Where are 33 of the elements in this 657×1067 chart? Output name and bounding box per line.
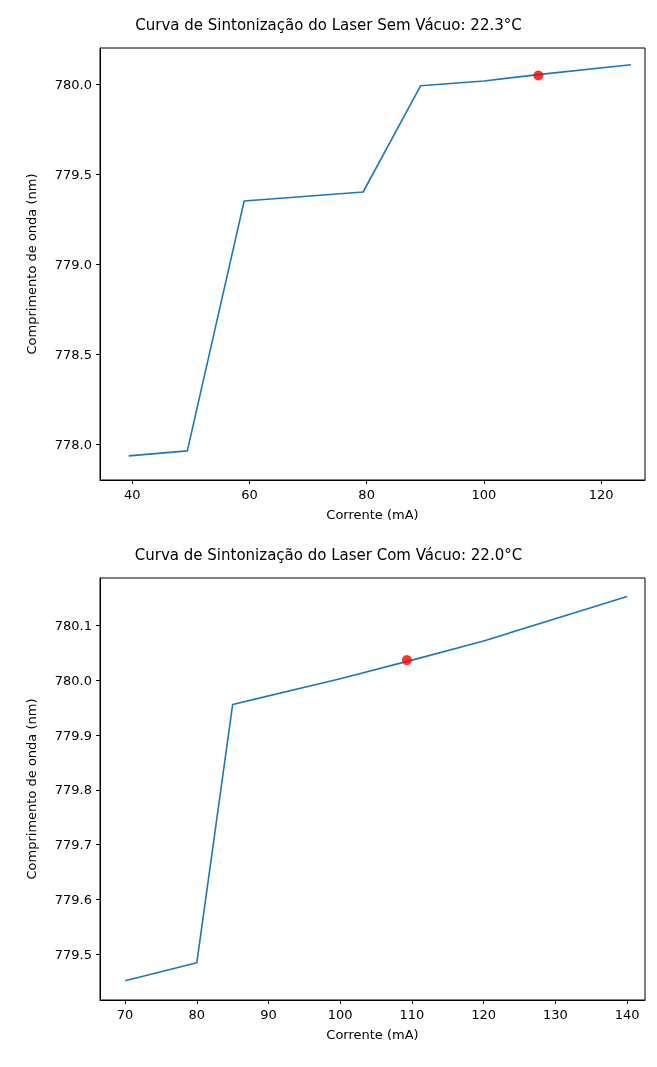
y-tick-label: 778.0: [54, 436, 92, 452]
y-tick-label: 779.8: [54, 782, 92, 798]
x-tick-label: 70: [116, 1007, 134, 1022]
y-tick-label: 779.6: [54, 891, 92, 907]
x-tick-label: 120: [588, 487, 614, 502]
y-tick-label: 779.0: [54, 256, 92, 272]
y-tick-label: 778.5: [54, 346, 92, 362]
x-tick-label: 90: [260, 1007, 277, 1022]
x-tick-label: 80: [358, 487, 375, 502]
line-series: [127, 63, 632, 457]
chart-title: Curva de Sintonização do Laser Sem Vácuo: 22.3°C: [135, 15, 522, 34]
x-tick-label: 100: [471, 487, 497, 502]
y-tick-label: 779.7: [54, 837, 92, 853]
y-tick-label: 779.5: [54, 946, 92, 962]
x-tick-label: 110: [399, 1007, 425, 1022]
x-tick-label: 60: [241, 487, 258, 502]
x-tick-label: 40: [123, 487, 141, 502]
line-series: [124, 595, 628, 982]
chart-title: Curva de Sintonização do Laser Com Vácuo: 22.0°C: [134, 545, 523, 564]
x-axis-title: Corrente (mA): [326, 1027, 419, 1042]
y-tick-label: 779.9: [54, 727, 92, 743]
x-tick-label: 120: [471, 1007, 497, 1022]
y-tick-label: 780.0: [54, 672, 92, 688]
y-tick-label: 779.5: [54, 166, 92, 182]
x-axis-title: Corrente (mA): [326, 507, 419, 522]
y-axis-title: Comprimento de onda (nm): [24, 173, 39, 355]
x-tick-label: 100: [327, 1007, 353, 1022]
x-tick-label: 130: [542, 1007, 568, 1022]
y-tick-label: 780.1: [54, 618, 92, 634]
y-tick-label: 780.0: [54, 76, 92, 92]
y-axis-title: Comprimento de onda (nm): [24, 698, 39, 880]
x-tick-label: 80: [188, 1007, 206, 1022]
x-tick-label: 140: [614, 1007, 640, 1022]
